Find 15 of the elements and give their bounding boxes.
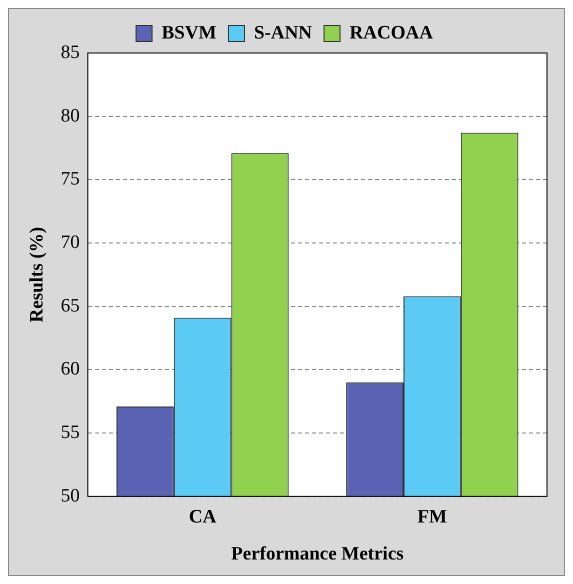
legend-label: RACOAA: [350, 22, 434, 44]
y-tick-label: 50: [60, 485, 80, 506]
x-axis-title: Performance Metrics: [231, 544, 404, 565]
y-tick-label: 55: [60, 422, 80, 444]
y-tick-label: 60: [60, 358, 80, 380]
x-tick-label: FM: [417, 506, 448, 528]
y-tick-label: 80: [60, 105, 80, 126]
y-tick-label: 70: [60, 232, 80, 254]
y-axis-title: Results (%): [26, 226, 48, 322]
x-tick-label: CA: [188, 506, 217, 528]
legend-label: S-ANN: [254, 22, 312, 44]
y-tick-label: 85: [60, 42, 80, 63]
y-tick-label: 75: [60, 168, 80, 190]
legend-label: BSVM: [162, 22, 217, 44]
y-tick-label: 65: [60, 295, 80, 316]
